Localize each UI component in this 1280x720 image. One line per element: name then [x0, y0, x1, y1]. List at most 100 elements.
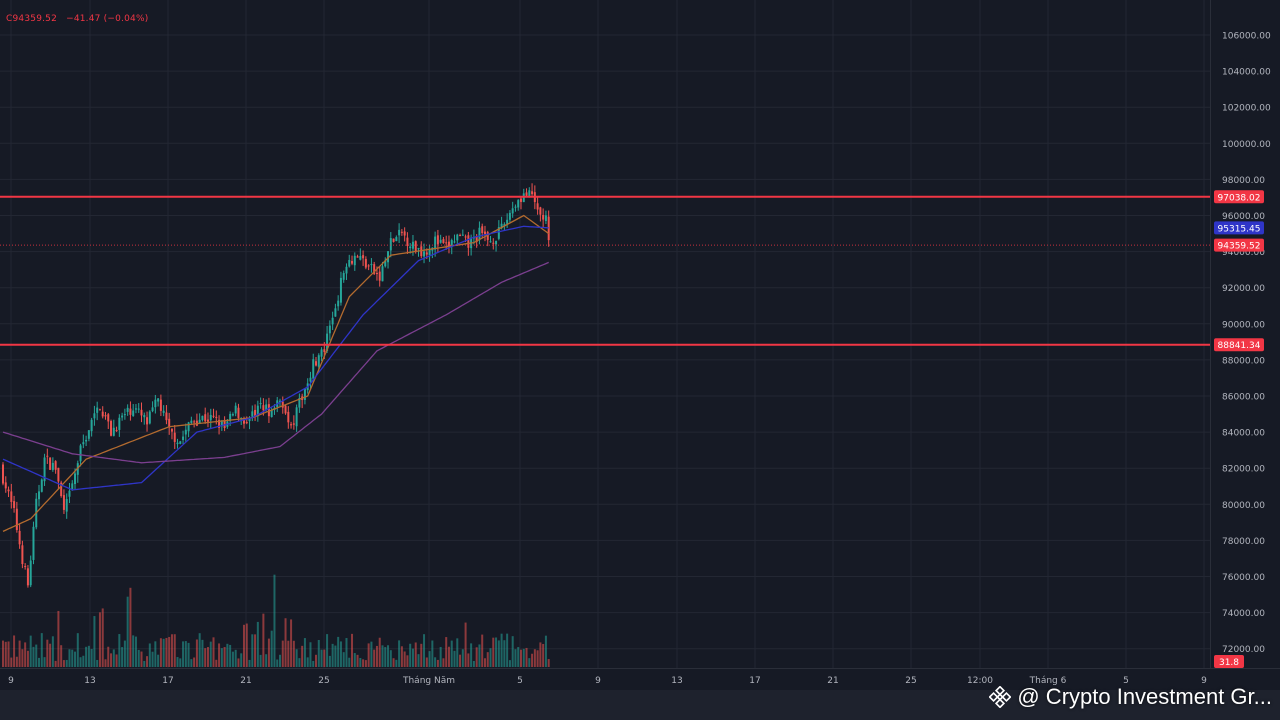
volume-bar	[328, 655, 331, 667]
volume-bar	[542, 643, 545, 667]
volume-bar	[134, 636, 137, 667]
volume-bar	[40, 633, 43, 667]
candle-body	[179, 441, 182, 444]
candle-body	[231, 414, 234, 416]
candle-body	[478, 227, 481, 241]
candle-body	[123, 414, 126, 416]
candle-body	[414, 241, 417, 252]
volume-bar	[57, 610, 60, 667]
volume-bar	[375, 645, 378, 667]
volume-bar	[2, 640, 4, 667]
candle-body	[442, 239, 445, 244]
volume-bar	[547, 659, 550, 667]
candle-body	[481, 226, 484, 234]
candle-body	[328, 325, 331, 334]
volume-bar	[87, 645, 90, 667]
volume-bar	[10, 657, 13, 667]
candle-body	[290, 424, 293, 426]
bottom-toolbar	[0, 690, 1280, 720]
volume-bar	[519, 649, 522, 667]
candle-body	[400, 231, 403, 233]
volume-bar	[242, 624, 245, 667]
volume-bar	[15, 656, 18, 667]
candle-body	[436, 235, 439, 245]
candle-body	[146, 417, 149, 425]
volume-bar	[536, 650, 539, 667]
candle-body	[134, 408, 137, 410]
candle-body	[201, 415, 204, 421]
volume-bar	[215, 659, 218, 667]
candle-body	[248, 418, 251, 422]
volume-bar	[528, 658, 531, 667]
volume-bar	[184, 641, 187, 667]
volume-bar	[420, 643, 423, 667]
candle-body	[256, 405, 259, 417]
volume-bar	[193, 657, 196, 667]
volume-bar	[531, 653, 534, 667]
price-tick-label: 96000.00	[1222, 212, 1265, 222]
time-tick-label: 13	[84, 676, 95, 686]
volume-bar	[273, 574, 276, 667]
candle-body	[315, 361, 318, 366]
volume-bar	[378, 637, 381, 667]
candle-body	[345, 266, 348, 274]
volume-bar	[240, 653, 243, 667]
candle-body	[229, 413, 232, 422]
candle-body	[309, 377, 312, 382]
candle-body	[209, 414, 212, 421]
candle-body	[104, 415, 107, 417]
volume-bar	[331, 643, 334, 667]
time-axis[interactable]: 9 13 17 21 25 Tháng Năm 5 9 13 17 21 25 12:00 Tháng 6…	[8, 676, 1207, 686]
price-tick-label: 74000.00	[1222, 609, 1265, 619]
price-axis[interactable]: 106000.00 104000.00 102000.00 100000.00 9800…	[1222, 32, 1271, 656]
volume-bar	[51, 636, 54, 667]
candle-body	[511, 208, 514, 214]
volume-bar	[453, 650, 456, 667]
volume-bar	[154, 641, 157, 667]
volume-bar	[68, 649, 71, 667]
volume-bar	[492, 637, 495, 667]
candle-body	[234, 405, 237, 414]
volume-bar	[204, 648, 207, 667]
level-price-tag	[1214, 190, 1264, 204]
candle-body	[539, 207, 542, 215]
candle-body	[215, 416, 218, 418]
volume-bar	[121, 647, 124, 667]
candle-body	[464, 236, 467, 238]
volume-bar	[262, 613, 265, 667]
candle-body	[218, 419, 221, 428]
volume-bar	[464, 622, 467, 667]
time-tick-label: 5	[517, 676, 523, 686]
volume-bar	[195, 639, 198, 667]
candle-body	[96, 407, 99, 413]
price-tick-label: 98000.00	[1222, 176, 1265, 186]
candle-body	[254, 409, 257, 417]
volume-bar	[170, 634, 173, 667]
candle-body	[38, 491, 41, 500]
volume-bar	[522, 648, 525, 667]
horizontal-levels[interactable]	[0, 195, 1210, 346]
volume-bar	[65, 659, 68, 667]
candle-body	[375, 272, 378, 274]
volume-bar	[234, 649, 237, 667]
volume-bar	[46, 639, 49, 667]
volume-bar	[539, 642, 542, 667]
time-tick-label: 17	[749, 676, 760, 686]
ema-mid-line	[2, 225, 549, 491]
volume-bar	[104, 659, 107, 667]
candle-body	[262, 405, 265, 411]
candle-body	[220, 421, 223, 427]
price-change-text: −41.47 (−0.04%)	[66, 14, 149, 24]
candle-body	[162, 410, 165, 413]
candle-body	[517, 200, 520, 208]
candle-body	[74, 473, 77, 485]
candle-body	[115, 430, 118, 432]
volume-bar	[148, 643, 151, 667]
binance-logo-icon	[989, 686, 1012, 708]
volume-bar	[306, 657, 309, 667]
price-tick-label: 72000.00	[1222, 645, 1265, 655]
candle-body	[489, 241, 492, 243]
candle-body	[323, 349, 326, 353]
